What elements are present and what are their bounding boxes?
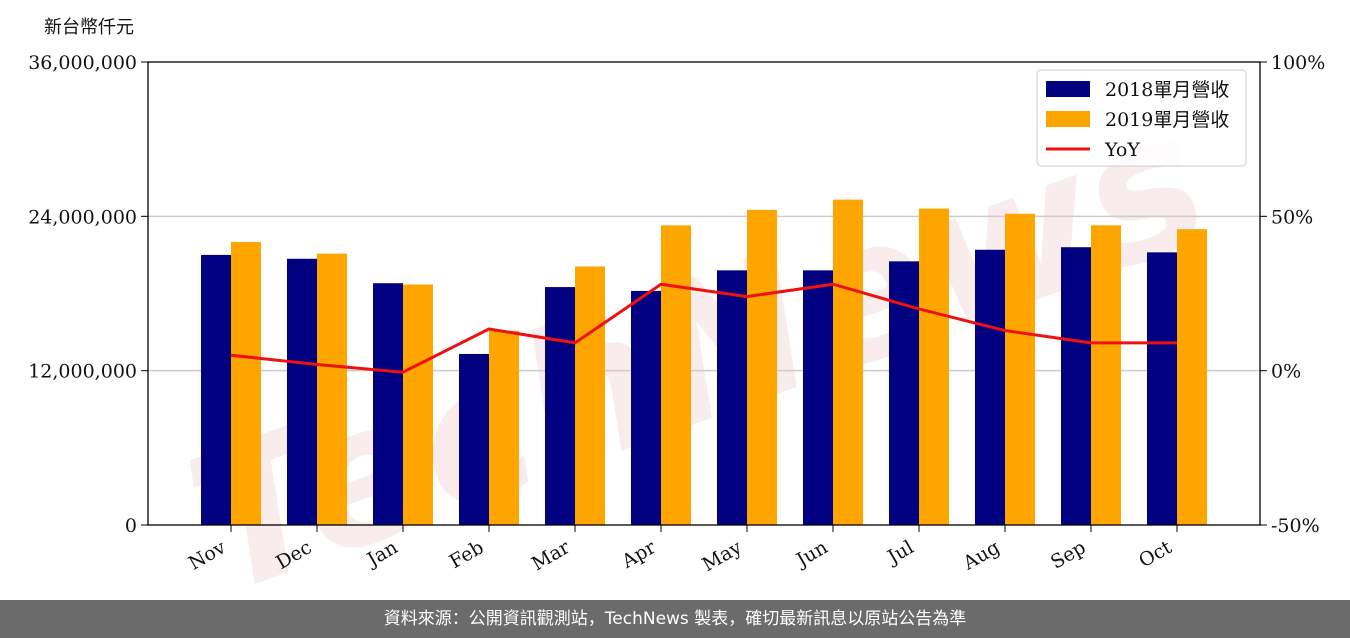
x-tick-label: Sep xyxy=(1047,536,1090,573)
legend-2018-swatch xyxy=(1046,81,1090,97)
legend-yoy-label: YoY xyxy=(1104,139,1140,161)
x-tick-label: May xyxy=(699,536,746,576)
x-tick-label: Jul xyxy=(882,536,917,569)
x-tick-label: Mar xyxy=(528,536,574,575)
x-tick-label: Apr xyxy=(617,536,660,573)
bar-2018 xyxy=(287,258,317,525)
y-tick-label: 12,000,000 xyxy=(28,361,137,383)
bar-2018 xyxy=(373,283,403,525)
x-tick-label: Jun xyxy=(791,536,832,572)
bar-2019 xyxy=(833,199,863,525)
y-tick-label: 0 xyxy=(125,515,137,537)
y-unit-label: 新台幣仟元 xyxy=(44,17,134,38)
bar-2018 xyxy=(717,270,747,525)
bar-2019 xyxy=(403,284,433,525)
y-tick-label: 36,000,000 xyxy=(28,52,137,74)
y2-tick-label: 50% xyxy=(1271,206,1313,228)
x-tick-label: Oct xyxy=(1135,536,1176,572)
bar-2018 xyxy=(1061,247,1091,525)
legend-2018-label: 2018單月營收 xyxy=(1105,79,1229,101)
bar-2019 xyxy=(1177,229,1207,525)
revenue-chart: TechNews 新台幣仟元 012,000,00024,000,00036,0… xyxy=(28,17,1325,600)
bar-2018 xyxy=(1147,252,1177,525)
y-tick-label: 24,000,000 xyxy=(28,206,137,228)
legend-2019-swatch xyxy=(1046,111,1090,127)
bar-2019 xyxy=(317,253,347,525)
plot-frame xyxy=(147,61,1261,526)
bar-2019 xyxy=(919,208,949,525)
bar-2019 xyxy=(489,330,519,525)
y2-tick-label: -50% xyxy=(1271,515,1320,537)
bar-2018 xyxy=(975,249,1005,525)
y2-tick-label: 0% xyxy=(1271,361,1301,383)
source-footer: 資料來源：公開資訊觀測站，TechNews 製表，確切最新訊息以原站公告為準 xyxy=(0,600,1350,638)
bar-2019 xyxy=(1091,225,1121,525)
x-tick-label: Aug xyxy=(959,536,1004,575)
bar-2019 xyxy=(231,242,261,526)
bar-2018 xyxy=(803,270,833,525)
legend: 2018單月營收 2019單月營收 YoY xyxy=(1036,69,1247,167)
bar-2019 xyxy=(1005,213,1035,525)
bar-2019 xyxy=(747,209,777,525)
bar-2018 xyxy=(631,290,661,525)
yoy-line xyxy=(230,282,1177,374)
legend-2019-label: 2019單月營收 xyxy=(1105,109,1229,131)
bar-2019 xyxy=(661,225,691,525)
bar-2018 xyxy=(201,254,231,525)
bar-2018 xyxy=(545,287,575,525)
y2-tick-label: 100% xyxy=(1271,52,1325,74)
bar-2019 xyxy=(575,266,605,525)
bar-2018 xyxy=(459,353,489,525)
